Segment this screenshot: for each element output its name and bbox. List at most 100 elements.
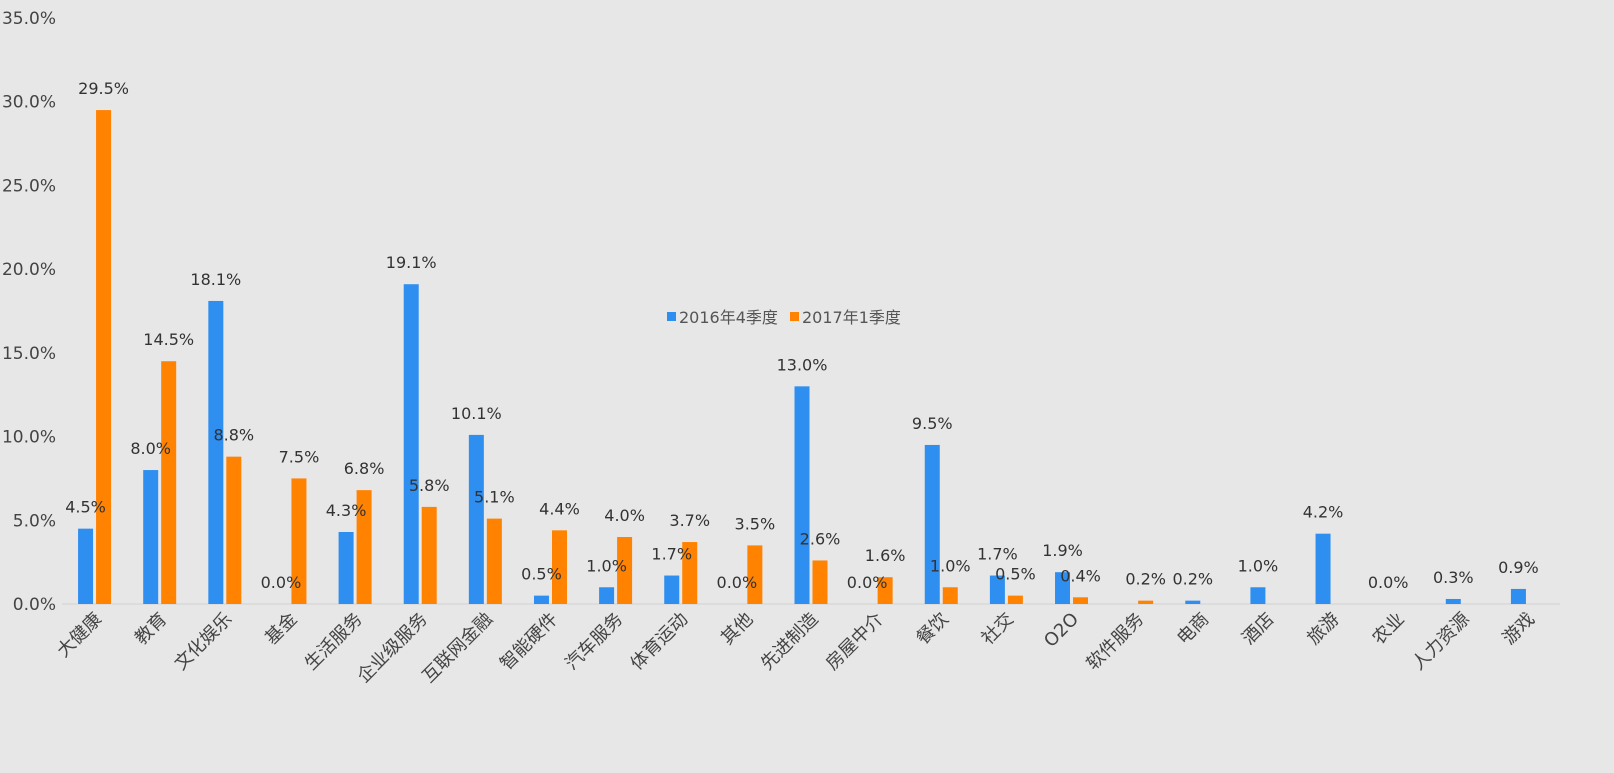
data-label-s2-5: 5.8%	[409, 476, 450, 495]
data-label-s1-0: 4.5%	[65, 498, 106, 517]
data-label-s1-11: 13.0%	[777, 355, 828, 374]
bar-s2-16	[1138, 600, 1154, 604]
bar-s1-6	[468, 434, 484, 604]
bar-s1-15	[1055, 572, 1071, 604]
legend-swatch-1	[667, 312, 676, 321]
data-label-s1-13: 9.5%	[912, 414, 953, 433]
bar-s1-2	[208, 300, 224, 604]
data-label-s2-13: 1.0%	[930, 556, 971, 575]
bar-s1-4	[338, 532, 354, 604]
data-label-s2-9: 3.7%	[669, 511, 710, 530]
data-label-s1-7: 0.5%	[521, 565, 562, 584]
data-label-s1-22: 0.9%	[1498, 558, 1539, 577]
bar-s1-18	[1250, 587, 1266, 604]
data-label-s1-19: 4.2%	[1303, 503, 1344, 522]
legend-label-2: 2017年1季度	[802, 308, 901, 327]
x-tick-label: 旅游	[1303, 609, 1343, 649]
x-tick-label: 人力资源	[1408, 609, 1474, 675]
x-tick-label: 大健康	[53, 609, 106, 662]
bar-s2-0	[96, 110, 112, 604]
data-label-s1-2: 18.1%	[190, 270, 241, 289]
x-tick-label: 电商	[1173, 609, 1213, 649]
x-tick-label: 先进制造	[757, 609, 823, 675]
bar-s2-5	[421, 506, 437, 604]
data-label-s2-6: 5.1%	[474, 488, 515, 507]
data-label-s1-20: 0.0%	[1368, 573, 1409, 592]
data-label-s2-12: 1.6%	[865, 546, 906, 565]
x-tick-label: 社交	[978, 609, 1018, 649]
x-tick-label: 教育	[131, 609, 171, 649]
data-label-s1-17: 0.2%	[1172, 570, 1213, 589]
data-label-s1-5: 19.1%	[386, 253, 437, 272]
data-label-s2-2: 8.8%	[213, 426, 254, 445]
x-tick-label: O2O	[1040, 609, 1083, 652]
data-label-s1-9: 1.7%	[651, 545, 692, 564]
bar-s1-22	[1510, 588, 1526, 604]
legend: 2016年4季度 2017年1季度	[667, 308, 901, 327]
x-tick-label: 酒店	[1238, 609, 1278, 649]
data-label-s2-8: 4.0%	[604, 506, 645, 525]
data-label-s2-11: 2.6%	[800, 529, 841, 548]
data-label-s1-15: 1.9%	[1042, 541, 1083, 560]
bar-s1-17	[1185, 600, 1201, 604]
bar-s1-7	[533, 595, 549, 604]
bar-s1-0	[78, 528, 94, 604]
data-label-s1-21: 0.3%	[1433, 568, 1474, 587]
legend-swatch-2	[790, 312, 799, 321]
x-tick-label: 互联网金融	[418, 609, 496, 687]
data-label-s2-4: 6.8%	[344, 459, 385, 478]
data-label-s1-18: 1.0%	[1238, 556, 1279, 575]
bar-series-group	[78, 110, 1526, 604]
data-label-s2-7: 4.4%	[539, 499, 580, 518]
data-label-s1-8: 1.0%	[586, 556, 627, 575]
y-tick-label: 15.0%	[2, 344, 56, 364]
y-tick-label: 0.0%	[13, 595, 56, 615]
data-label-s2-1: 14.5%	[143, 330, 194, 349]
bar-s2-10	[747, 545, 763, 604]
data-label-s1-6: 10.1%	[451, 404, 502, 423]
legend-label-1: 2016年4季度	[679, 308, 778, 327]
bar-s2-12	[877, 577, 893, 604]
x-tick-label: 游戏	[1499, 609, 1539, 649]
y-axis: 0.0% 5.0% 10.0% 15.0% 20.0% 25.0% 30.0% 35.0%	[2, 9, 56, 615]
y-tick-label: 30.0%	[2, 93, 56, 113]
bar-s1-9	[664, 575, 680, 604]
bar-s1-11	[794, 386, 810, 604]
x-tick-label: 农业	[1368, 609, 1408, 649]
x-tick-label: 房屋中介	[822, 609, 888, 675]
data-label-s1-10: 0.0%	[717, 573, 758, 592]
bar-s2-13	[942, 587, 958, 604]
y-tick-label: 25.0%	[2, 176, 56, 196]
bar-s1-19	[1315, 533, 1331, 604]
y-tick-label: 5.0%	[13, 511, 56, 531]
data-label-s2-16: 0.2%	[1125, 570, 1166, 589]
data-label-s2-14: 0.5%	[995, 565, 1036, 584]
data-label-s1-3: 0.0%	[261, 573, 302, 592]
bar-s2-11	[812, 560, 828, 604]
data-label-s1-1: 8.0%	[130, 439, 171, 458]
bar-s2-7	[551, 530, 567, 604]
bar-s1-8	[599, 587, 615, 604]
data-label-s1-4: 4.3%	[326, 501, 367, 520]
data-label-s1-14: 1.7%	[977, 545, 1018, 564]
data-label-s2-10: 3.5%	[735, 514, 776, 533]
bar-s1-14	[989, 575, 1005, 604]
x-tick-label: 企业级服务	[353, 609, 431, 687]
y-tick-label: 10.0%	[2, 428, 56, 448]
x-tick-label: 智能硬件	[496, 609, 562, 675]
x-tick-label: 生活服务	[301, 609, 367, 675]
bar-s1-21	[1445, 598, 1461, 604]
bar-s2-6	[486, 518, 502, 604]
bar-s1-5	[403, 284, 419, 604]
data-label-s2-0: 29.5%	[78, 79, 129, 98]
data-label-group: 4.5% 8.0% 18.1% 0.0% 4.3% 19.1% 10.1% 0.5% 1.0% 1…	[65, 79, 1539, 592]
x-tick-label: 文化娱乐	[171, 609, 237, 675]
bar-s2-2	[226, 456, 242, 604]
bar-s1-1	[143, 470, 159, 604]
x-tick-label: 基金	[261, 609, 301, 649]
x-tick-label: 软件服务	[1082, 609, 1148, 675]
x-tick-label: 体育运动	[627, 609, 693, 675]
x-tick-label: 汽车服务	[561, 609, 627, 675]
data-label-s2-15: 0.4%	[1060, 566, 1101, 585]
